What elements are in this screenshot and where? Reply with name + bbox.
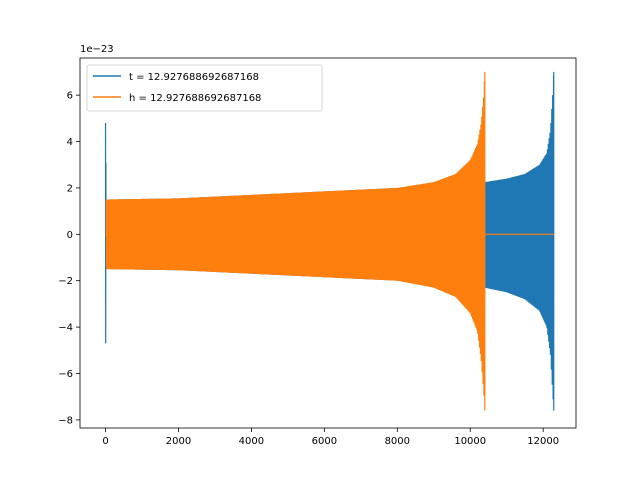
x-axis: 0 2000 4000 6000 8000 10000 12000 — [102, 428, 559, 447]
x-tick-label: 2000 — [166, 436, 191, 447]
x-tick-label: 6000 — [312, 436, 337, 447]
series-h-line — [105, 71, 554, 411]
legend-box — [86, 64, 323, 112]
plot-area — [104, 71, 555, 411]
y-tick-label: 2 — [67, 183, 73, 194]
legend-label-h: h = 12.927688692687168 — [129, 93, 261, 104]
y-tick-label: −4 — [58, 323, 73, 334]
x-tick-label: 10000 — [454, 436, 486, 447]
y-tick-label: −8 — [58, 415, 73, 426]
y-axis: −8 −6 −4 −2 0 2 4 6 — [58, 91, 80, 426]
legend: t = 12.927688692687168 h = 12.9276886926… — [86, 64, 323, 112]
y-tick-label: 4 — [67, 137, 73, 148]
y-tick-label: 0 — [67, 230, 73, 241]
x-tick-label: 0 — [102, 436, 108, 447]
y-offset-label: 1e−23 — [80, 44, 114, 55]
x-tick-label: 8000 — [385, 436, 410, 447]
legend-label-t: t = 12.927688692687168 — [129, 72, 259, 83]
y-tick-label: −6 — [58, 369, 73, 380]
axes-frame — [79, 57, 577, 429]
x-tick-label: 12000 — [527, 436, 559, 447]
x-tick-label: 4000 — [239, 436, 264, 447]
y-tick-label: 6 — [67, 91, 73, 102]
y-tick-label: −2 — [58, 276, 73, 287]
